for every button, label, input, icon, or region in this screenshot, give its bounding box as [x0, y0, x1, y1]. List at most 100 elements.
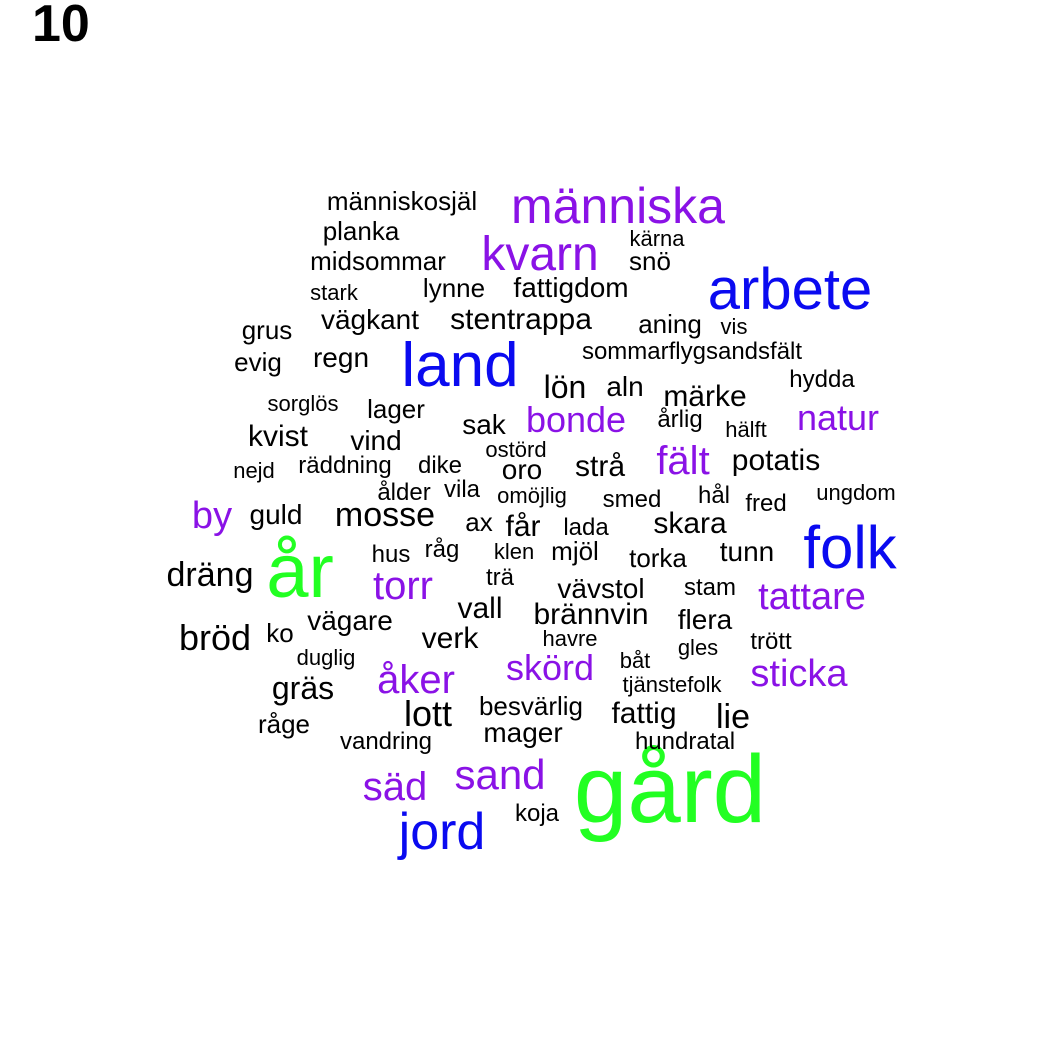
cloud-word: människa: [511, 178, 725, 234]
cloud-word: kvarn: [481, 228, 599, 281]
cloud-word: skara: [653, 507, 727, 540]
cloud-word: hälft: [725, 417, 767, 442]
cloud-word: dike: [417, 452, 463, 479]
cloud-word: dräng: [166, 556, 254, 594]
cloud-word: gles: [677, 635, 719, 660]
cloud-word: vägkant: [320, 304, 420, 335]
cloud-word: stam: [683, 574, 737, 601]
cloud-word: lön: [543, 369, 587, 405]
cloud-word: aln: [606, 371, 644, 402]
cloud-word: vind: [350, 425, 402, 456]
cloud-word: lott: [403, 693, 453, 734]
cloud-word: lie: [715, 698, 751, 736]
cloud-word: fält: [656, 439, 710, 483]
cloud-word: ostörd: [485, 437, 547, 462]
cloud-word: lada: [563, 514, 609, 541]
cloud-word: brännvin: [533, 598, 649, 631]
cloud-word: omöjlig: [497, 483, 567, 508]
cloud-word: sand: [454, 751, 546, 798]
cloud-word: sak: [462, 409, 506, 440]
cloud-word: lager: [367, 394, 425, 424]
cloud-word: trött: [750, 628, 792, 655]
cloud-word: vägare: [307, 605, 393, 636]
cloud-word: hundratal: [634, 728, 736, 755]
cloud-word: mager: [483, 717, 563, 748]
cloud-word: märke: [663, 380, 747, 413]
cloud-word: bröd: [178, 617, 252, 658]
cloud-word: arbete: [707, 257, 873, 322]
cloud-word: ålder: [377, 479, 431, 506]
cloud-word: mjöl: [551, 536, 599, 566]
cloud-word: verk: [421, 622, 479, 655]
cloud-word: gård: [573, 736, 767, 843]
cloud-word: fred: [745, 490, 787, 517]
cloud-word: aning: [638, 309, 702, 339]
cloud-word: råge: [257, 709, 311, 739]
cloud-word: regn: [312, 342, 370, 373]
cloud-word: råg: [424, 536, 460, 563]
cloud-word: sorglös: [267, 391, 339, 416]
cloud-word: stentrappa: [450, 303, 592, 336]
cloud-word: koja: [514, 800, 560, 827]
cloud-word: folk: [803, 514, 897, 581]
cloud-word: flera: [677, 604, 733, 635]
cloud-word: vandring: [339, 728, 433, 755]
cloud-word: skörd: [505, 647, 595, 688]
cloud-word: oro: [501, 454, 543, 485]
cloud-word: människosjäl: [326, 186, 478, 216]
cloud-word: hål: [697, 482, 731, 509]
cloud-word: räddning: [298, 452, 392, 479]
cloud-word: sticka: [750, 653, 848, 695]
cloud-word: får: [505, 510, 541, 543]
cloud-word: trä: [485, 564, 515, 591]
cloud-word: nejd: [233, 458, 275, 483]
cloud-word: vis: [720, 314, 748, 339]
cloud-word: grus: [241, 315, 293, 345]
cloud-word: fattigdom: [513, 272, 629, 303]
cloud-word: sommarflygsandsfält: [581, 338, 803, 365]
cloud-word: tjänstefolk: [622, 672, 722, 697]
cloud-word: evig: [234, 347, 282, 377]
cloud-word: strå: [574, 450, 626, 483]
cloud-word: kärna: [629, 226, 685, 251]
cloud-word: tattare: [758, 576, 866, 618]
cloud-word: midsommar: [310, 246, 446, 276]
cloud-word: lynne: [422, 273, 486, 303]
cloud-word: hus: [371, 541, 411, 568]
cloud-word: ax: [465, 507, 493, 537]
cloud-word: ungdom: [816, 480, 896, 505]
cloud-word: planka: [322, 216, 400, 246]
cloud-word: natur: [796, 397, 880, 438]
cloud-word: smed: [602, 486, 662, 513]
cloud-word: ko: [266, 618, 294, 648]
cloud-word: guld: [249, 499, 303, 530]
page-number-label: 10: [32, 0, 90, 53]
cloud-word: by: [191, 495, 233, 537]
cloud-word: torr: [373, 564, 433, 608]
cloud-word: båt: [619, 648, 651, 673]
cloud-word: hydda: [789, 366, 855, 393]
cloud-word: gräs: [271, 670, 335, 706]
cloud-word: vila: [443, 476, 481, 503]
cloud-word: fattig: [611, 697, 677, 730]
cloud-word: snö: [629, 246, 671, 276]
cloud-word: kvist: [248, 420, 308, 453]
cloud-word: land: [401, 331, 519, 400]
cloud-word: besvärlig: [478, 691, 584, 721]
cloud-word: klen: [493, 539, 535, 564]
cloud-word: årlig: [657, 406, 703, 433]
cloud-word: säd: [362, 765, 428, 809]
cloud-word: bonde: [525, 399, 627, 440]
cloud-word: vävstol: [557, 573, 645, 604]
cloud-word: potatis: [731, 444, 821, 477]
cloud-word: havre: [542, 626, 598, 651]
cloud-word: duglig: [296, 645, 356, 670]
cloud-word: tunn: [719, 536, 775, 567]
cloud-word: jord: [398, 803, 486, 861]
cloud-word: torka: [629, 543, 687, 573]
cloud-word: år: [266, 529, 334, 614]
cloud-word: mosse: [334, 496, 436, 534]
cloud-word: åker: [377, 658, 455, 702]
cloud-word: vall: [457, 592, 503, 625]
